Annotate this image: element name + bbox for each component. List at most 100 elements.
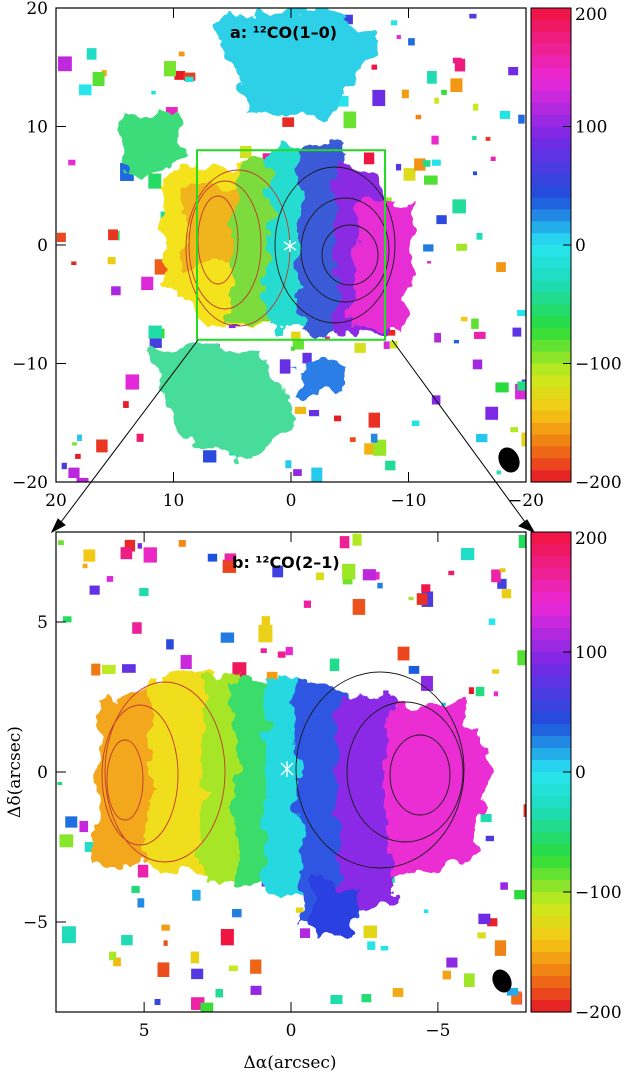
panel-a-colorbar-stripes bbox=[531, 8, 571, 483]
panel-b-colorbar-stripe bbox=[531, 664, 571, 677]
panel-a-xtick-label: 0 bbox=[286, 491, 297, 511]
panel-b-speckle-pixel bbox=[215, 988, 223, 998]
panel-a-speckle-pixel bbox=[76, 477, 89, 482]
panel-a-colorbar-stripe bbox=[531, 114, 571, 128]
panel-b-knot-south bbox=[310, 880, 360, 935]
panel-a-speckle-pixel bbox=[71, 261, 77, 266]
panel-b-speckle-pixel bbox=[89, 585, 100, 595]
panel-b-speckle-pixel bbox=[62, 616, 72, 623]
panel-a-speckle-pixel bbox=[408, 38, 415, 46]
panel-b-colorbar-stripe bbox=[531, 580, 571, 593]
panel-b-map bbox=[57, 533, 526, 1012]
panel-b-speckle-pixel bbox=[59, 834, 74, 848]
panel-a-colorbar-stripe bbox=[531, 458, 571, 471]
panel-a-speckle-pixel bbox=[108, 229, 118, 241]
panel-b-colorbar: 200 100 0 −100 −200 bbox=[530, 529, 622, 1023]
panel-b-speckle-pixel bbox=[222, 559, 237, 573]
panel-b-colorbar-stripe bbox=[531, 892, 571, 905]
panel-b-colorbar-stripe bbox=[531, 712, 571, 725]
panel-b-speckle-pixel bbox=[139, 587, 149, 597]
panel-b-speckle-pixel bbox=[106, 576, 114, 582]
panel-a-colorbar-stripe bbox=[531, 55, 571, 68]
panel-a-speckle-pixel bbox=[508, 66, 519, 76]
panel-a-speckle-pixel bbox=[452, 199, 466, 214]
panel-b-speckle-pixel bbox=[342, 563, 356, 580]
panel-b-speckle-pixel bbox=[408, 665, 420, 674]
panel-a-speckle-pixel bbox=[111, 286, 121, 296]
panel-b-speckle-pixel bbox=[315, 572, 325, 581]
panel-b-speckle-pixel bbox=[485, 835, 495, 842]
panel-a-ytick-label: 20 bbox=[26, 0, 48, 19]
panel-a-speckle-pixel bbox=[495, 382, 509, 393]
panel-b-speckle-pixel bbox=[339, 536, 350, 549]
panel-a-title: a: ¹²CO(1–0) bbox=[230, 23, 337, 42]
panel-b-speckle-pixel bbox=[285, 646, 293, 656]
panel-b-speckle-pixel bbox=[178, 540, 186, 547]
panel-a-speckle-pixel bbox=[203, 450, 217, 463]
panel-b-speckle-pixel bbox=[272, 565, 284, 578]
panel-a-colorbar-stripe bbox=[531, 185, 571, 199]
panel-a-speckle-pixel bbox=[423, 160, 431, 167]
panel-b-colorbar-stripe bbox=[531, 628, 571, 641]
panel-b-colorbar-stripe bbox=[531, 832, 571, 845]
panel-a-galaxy bbox=[120, 10, 412, 465]
panel-b-speckle-pixel bbox=[330, 994, 343, 1004]
panel-a-center-marker bbox=[283, 240, 297, 252]
panel-b-body-green bbox=[235, 680, 272, 885]
panel-a-speckle-pixel bbox=[107, 256, 116, 265]
y-axis-title: Δδ(arcsec) bbox=[5, 726, 25, 818]
panel-a-colorbar-stripe bbox=[531, 292, 571, 305]
panel-b-speckle-pixel bbox=[101, 664, 116, 674]
panel-b-colorbar-tick-label: −200 bbox=[575, 1003, 622, 1023]
panel-b-speckle-pixel bbox=[468, 687, 474, 695]
panel-b-colorbar-tick-label: 100 bbox=[575, 643, 607, 663]
panel-a-speckle-pixel bbox=[456, 243, 467, 251]
panel-b-speckle-pixel bbox=[82, 563, 88, 569]
panel-b-colorbar-stripes bbox=[531, 532, 571, 1013]
panel-a-speckle-pixel bbox=[285, 460, 292, 469]
panel-b-speckle-pixel bbox=[363, 925, 377, 939]
panel-a-speckle-pixel bbox=[471, 318, 479, 329]
panel-b-title: b: ¹²CO(2–1) bbox=[232, 553, 340, 572]
panel-a-speckle-pixel bbox=[302, 352, 312, 364]
panel-a-speckle-pixel bbox=[434, 332, 442, 343]
panel-a-speckle-pixel bbox=[517, 381, 526, 391]
panel-b-speckle-pixel bbox=[224, 553, 237, 561]
panel-b-speckle-pixel bbox=[494, 940, 507, 956]
panel-b-speckle-pixel bbox=[200, 1002, 214, 1012]
panel-a-body-blue bbox=[300, 140, 345, 335]
panel-a-speckle-pixel bbox=[450, 78, 463, 93]
panel-b-speckle-pixel bbox=[480, 813, 492, 823]
panel-b-speckle-pixel bbox=[367, 941, 376, 950]
panel-b-speckle-pixel bbox=[250, 985, 262, 995]
panel-b-speckle-pixel bbox=[157, 962, 170, 977]
panel-b-speckle-pixel bbox=[352, 533, 362, 546]
panel-b-speckle-pixel bbox=[499, 568, 506, 573]
panel-a-speckle-pixel bbox=[395, 163, 402, 171]
panel-a-speckle-pixel bbox=[472, 103, 479, 111]
panel-b-colorbar-stripe bbox=[531, 952, 571, 965]
panel-b-speckle-pixel bbox=[143, 547, 157, 563]
panel-a-speckle-pixel bbox=[424, 175, 438, 185]
panel-a-colorbar-stripe bbox=[531, 351, 571, 365]
panel-b-colorbar-ticks: 200 100 0 −100 −200 bbox=[563, 529, 622, 1023]
panel-b-colorbar-stripe bbox=[531, 748, 571, 761]
panel-b-speckle-pixel bbox=[232, 662, 247, 679]
panel-a-cloud-se bbox=[295, 360, 345, 395]
panel-b-speckle-pixel bbox=[161, 924, 170, 931]
panel-a-ytick-label: −20 bbox=[12, 473, 48, 493]
panel-b-speckle-pixel bbox=[423, 909, 429, 914]
panel-b-speckle-pixel bbox=[180, 654, 192, 669]
panel-b-speckle-pixel bbox=[163, 940, 168, 946]
panel-a-colorbar-stripe bbox=[531, 221, 571, 234]
panel-a-speckle-pixel bbox=[496, 470, 501, 475]
panel-b-colorbar-stripe bbox=[531, 676, 571, 689]
panel-a-colorbar-stripe bbox=[531, 363, 571, 376]
panel-a-body-cyan bbox=[265, 145, 305, 330]
panel-a-speckle-pixel bbox=[427, 71, 437, 84]
panel-b-speckle-pixel bbox=[91, 663, 101, 676]
panel-a-speckle-pixel bbox=[136, 433, 144, 442]
panel-a-speckle-pixel bbox=[370, 433, 378, 443]
panel-a-colorbar-stripe bbox=[531, 173, 571, 187]
panel-a-colorbar-stripe bbox=[531, 209, 571, 222]
